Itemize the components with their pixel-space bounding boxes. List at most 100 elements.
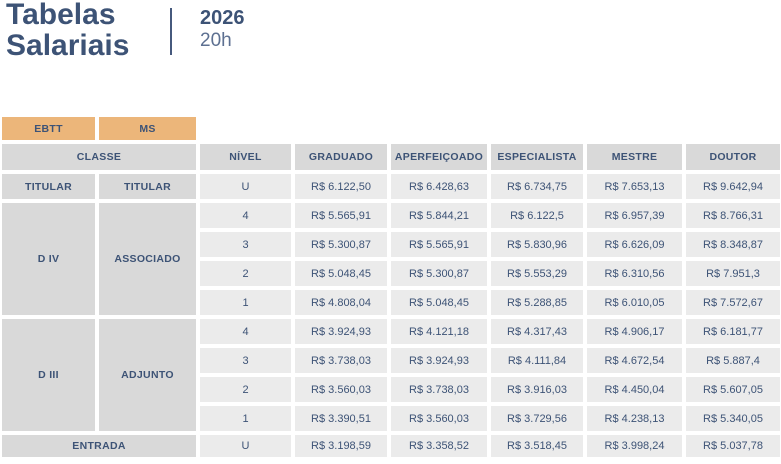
- hours-label: 20h: [200, 30, 232, 51]
- salary-cell: R$ 5.300,87: [391, 261, 487, 286]
- salary-cell: R$ 5.037,78: [686, 435, 780, 457]
- salary-cell: R$ 5.607,05: [686, 377, 780, 402]
- salary-cell: R$ 3.390,51: [295, 406, 387, 431]
- nivel-cell: 2: [200, 377, 291, 402]
- year-label: 2026: [200, 7, 245, 29]
- salary-cell: R$ 4.317,43: [491, 319, 583, 344]
- classe-ebtt-label: TITULAR: [2, 174, 95, 199]
- classe-ms-label: TITULAR: [99, 174, 196, 199]
- table-row-entrada: ENTRADA U R$ 3.198,59 R$ 3.358,52 R$ 3.5…: [2, 435, 780, 457]
- title-divider: [170, 8, 172, 55]
- salary-cell: R$ 5.300,87: [295, 232, 387, 257]
- header-classe: CLASSE: [2, 144, 196, 170]
- salary-cell: R$ 5.887,4: [686, 348, 780, 373]
- salary-cell: R$ 3.560,03: [295, 377, 387, 402]
- table-row: 3 R$ 5.300,87 R$ 5.565,91 R$ 5.830,96 R$…: [200, 232, 780, 257]
- ms-button[interactable]: MS: [99, 117, 196, 140]
- salary-cell: R$ 4.672,54: [587, 348, 682, 373]
- classe-ms-label: ADJUNTO: [99, 319, 196, 431]
- salary-cell: R$ 5.565,91: [295, 203, 387, 228]
- page-title: Tabelas Salariais: [6, 0, 129, 61]
- band-rows: 4 R$ 5.565,91 R$ 5.844,21 R$ 6.122,5 R$ …: [200, 203, 780, 315]
- page-title-line2: Salariais: [6, 28, 130, 62]
- nivel-cell: U: [200, 435, 291, 457]
- salary-cell: R$ 4.906,17: [587, 319, 682, 344]
- filter-row: EBTT MS: [2, 117, 780, 140]
- band-div-associado: D IV ASSOCIADO 4 R$ 5.565,91 R$ 5.844,21…: [2, 203, 780, 315]
- table-row: 2 R$ 3.560,03 R$ 3.738,03 R$ 3.916,03 R$…: [200, 377, 780, 402]
- nivel-cell: 4: [200, 319, 291, 344]
- salary-cell: R$ 7.653,13: [587, 174, 682, 199]
- salary-cell: R$ 6.428,63: [391, 174, 487, 199]
- year-box: 2026 20h: [200, 7, 245, 52]
- table-row: 4 R$ 3.924,93 R$ 4.121,18 R$ 4.317,43 R$…: [200, 319, 780, 344]
- salary-table: EBTT MS CLASSE NÍVEL GRADUADO APERFEIÇOA…: [2, 117, 780, 457]
- table-row-titular: TITULAR TITULAR U R$ 6.122,50 R$ 6.428,6…: [2, 174, 780, 199]
- salary-cell: R$ 5.553,29: [491, 261, 583, 286]
- band-diii-adjunto: D III ADJUNTO 4 R$ 3.924,93 R$ 4.121,18 …: [2, 319, 780, 431]
- header-nivel: NÍVEL: [200, 144, 291, 170]
- table-row: 3 R$ 3.738,03 R$ 3.924,93 R$ 4.111,84 R$…: [200, 348, 780, 373]
- salary-cell: R$ 3.518,45: [491, 435, 583, 457]
- salary-cell: R$ 4.238,13: [587, 406, 682, 431]
- page-title-line1: Tabelas: [6, 0, 116, 31]
- salary-cell: R$ 9.642,94: [686, 174, 780, 199]
- nivel-cell: 3: [200, 348, 291, 373]
- salary-cell: R$ 5.048,45: [391, 290, 487, 315]
- salary-cell: R$ 5.830,96: [491, 232, 583, 257]
- salary-cell: R$ 5.288,85: [491, 290, 583, 315]
- header-aperfeicoado: APERFEIÇOADO: [391, 144, 487, 170]
- salary-cell: R$ 3.924,93: [391, 348, 487, 373]
- salary-cell: R$ 5.844,21: [391, 203, 487, 228]
- header-especialista: ESPECIALISTA: [491, 144, 583, 170]
- nivel-cell: U: [200, 174, 291, 199]
- salary-cell: R$ 3.738,03: [391, 377, 487, 402]
- classe-ebtt-label: D III: [2, 319, 95, 431]
- nivel-cell: 3: [200, 232, 291, 257]
- salary-cell: R$ 3.358,52: [391, 435, 487, 457]
- salary-cell: R$ 8.766,31: [686, 203, 780, 228]
- table-header-row: CLASSE NÍVEL GRADUADO APERFEIÇOADO ESPEC…: [2, 144, 780, 170]
- salary-cell: R$ 7.572,67: [686, 290, 780, 315]
- salary-cell: R$ 3.998,24: [587, 435, 682, 457]
- salary-cell: R$ 4.808,04: [295, 290, 387, 315]
- table-row: 1 R$ 3.390,51 R$ 3.560,03 R$ 3.729,56 R$…: [200, 406, 780, 431]
- salary-cell: R$ 5.340,05: [686, 406, 780, 431]
- header-graduado: GRADUADO: [295, 144, 387, 170]
- salary-cell: R$ 3.738,03: [295, 348, 387, 373]
- entrada-label: ENTRADA: [2, 435, 196, 457]
- nivel-cell: 4: [200, 203, 291, 228]
- table-row: 1 R$ 4.808,04 R$ 5.048,45 R$ 5.288,85 R$…: [200, 290, 780, 315]
- table-row: 4 R$ 5.565,91 R$ 5.844,21 R$ 6.122,5 R$ …: [200, 203, 780, 228]
- band-rows: 4 R$ 3.924,93 R$ 4.121,18 R$ 4.317,43 R$…: [200, 319, 780, 431]
- salary-cell: R$ 5.048,45: [295, 261, 387, 286]
- salary-cell: R$ 6.734,75: [491, 174, 583, 199]
- header-mestre: MESTRE: [587, 144, 682, 170]
- salary-cell: R$ 4.111,84: [491, 348, 583, 373]
- salary-cell: R$ 6.181,77: [686, 319, 780, 344]
- table-row: 2 R$ 5.048,45 R$ 5.300,87 R$ 5.553,29 R$…: [200, 261, 780, 286]
- salary-cell: R$ 3.198,59: [295, 435, 387, 457]
- salary-cell: R$ 5.565,91: [391, 232, 487, 257]
- nivel-cell: 2: [200, 261, 291, 286]
- salary-cell: R$ 6.010,05: [587, 290, 682, 315]
- salary-cell: R$ 3.729,56: [491, 406, 583, 431]
- salary-cell: R$ 6.957,39: [587, 203, 682, 228]
- header-doutor: DOUTOR: [686, 144, 780, 170]
- salary-cell: R$ 6.122,50: [295, 174, 387, 199]
- salary-cell: R$ 4.450,04: [587, 377, 682, 402]
- nivel-cell: 1: [200, 406, 291, 431]
- salary-cell: R$ 4.121,18: [391, 319, 487, 344]
- salary-cell: R$ 3.916,03: [491, 377, 583, 402]
- salary-cell: R$ 7.951,3: [686, 261, 780, 286]
- salary-cell: R$ 6.122,5: [491, 203, 583, 228]
- ebtt-button[interactable]: EBTT: [2, 117, 95, 140]
- salary-cell: R$ 3.560,03: [391, 406, 487, 431]
- salary-cell: R$ 8.348,87: [686, 232, 780, 257]
- salary-cell: R$ 6.310,56: [587, 261, 682, 286]
- classe-ms-label: ASSOCIADO: [99, 203, 196, 315]
- classe-ebtt-label: D IV: [2, 203, 95, 315]
- salary-cell: R$ 3.924,93: [295, 319, 387, 344]
- nivel-cell: 1: [200, 290, 291, 315]
- salary-cell: R$ 6.626,09: [587, 232, 682, 257]
